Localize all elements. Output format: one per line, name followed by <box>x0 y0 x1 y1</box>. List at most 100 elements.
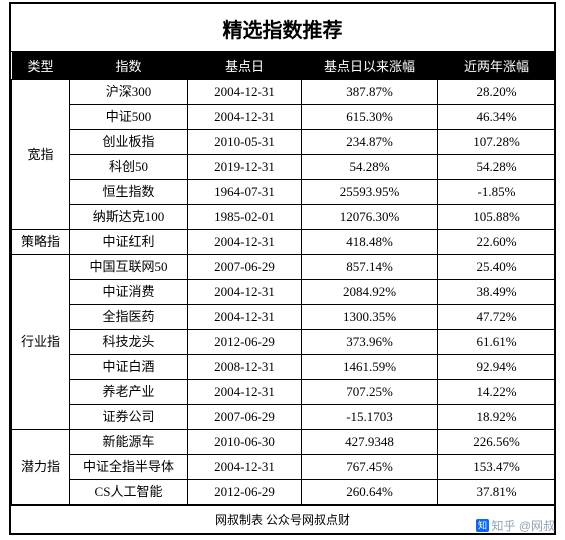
cell-name: 证券公司 <box>70 405 188 430</box>
cell-two: 226.56% <box>438 430 556 455</box>
watermark-user: @网叔 <box>519 519 555 533</box>
cell-name: 中证消费 <box>70 280 188 305</box>
cell-name: 中国互联网50 <box>70 255 188 280</box>
cell-name: 中证白酒 <box>70 355 188 380</box>
cell-since: 707.25% <box>302 380 438 405</box>
cell-two: 54.28% <box>438 155 556 180</box>
table-row: 科技龙头2012-06-29373.96%61.61% <box>12 330 556 355</box>
group-cell: 行业指 <box>12 255 70 430</box>
cell-name: 恒生指数 <box>70 180 188 205</box>
cell-two: 37.81% <box>438 480 556 505</box>
cell-date: 2019-12-31 <box>188 155 302 180</box>
table-footer: 网叔制表 公众号网叔点财 <box>11 505 554 533</box>
cell-date: 2008-12-31 <box>188 355 302 380</box>
watermark-site: 知乎 <box>491 519 515 533</box>
col-type: 类型 <box>12 52 70 80</box>
col-base: 基点日 <box>188 52 302 80</box>
cell-two: 47.72% <box>438 305 556 330</box>
table-row: 中证白酒2008-12-311461.59%92.94% <box>12 355 556 380</box>
cell-since: 1300.35% <box>302 305 438 330</box>
table-row: 中证5002004-12-31615.30%46.34% <box>12 105 556 130</box>
group-cell: 策略指 <box>12 230 70 255</box>
cell-two: 61.61% <box>438 330 556 355</box>
cell-date: 2010-05-31 <box>188 130 302 155</box>
cell-two: 14.22% <box>438 380 556 405</box>
cell-date: 2004-12-31 <box>188 455 302 480</box>
cell-date: 2010-06-30 <box>188 430 302 455</box>
table-row: 恒生指数1964-07-3125593.95%-1.85% <box>12 180 556 205</box>
cell-since: 234.87% <box>302 130 438 155</box>
table-row: 中证消费2004-12-312084.92%38.49% <box>12 280 556 305</box>
cell-two: 28.20% <box>438 80 556 105</box>
table-title: 精选指数推荐 <box>11 4 554 52</box>
index-table: 类型 指数 基点日 基点日以来涨幅 近两年涨幅 宽指沪深3002004-12-3… <box>11 52 556 505</box>
cell-two: 153.47% <box>438 455 556 480</box>
table-header: 类型 指数 基点日 基点日以来涨幅 近两年涨幅 <box>12 52 556 80</box>
table-row: 证券公司2007-06-29-15.170318.92% <box>12 405 556 430</box>
cell-since: -15.1703 <box>302 405 438 430</box>
cell-name: 全指医药 <box>70 305 188 330</box>
cell-name: 创业板指 <box>70 130 188 155</box>
table-row: 科创502019-12-3154.28%54.28% <box>12 155 556 180</box>
table-row: 中证全指半导体2004-12-31767.45%153.47% <box>12 455 556 480</box>
cell-date: 2004-12-31 <box>188 305 302 330</box>
table-row: 创业板指2010-05-31234.87%107.28% <box>12 130 556 155</box>
zhihu-icon: 知 <box>476 519 489 532</box>
cell-date: 1964-07-31 <box>188 180 302 205</box>
table-row: CS人工智能2012-06-29260.64%37.81% <box>12 480 556 505</box>
table-row: 潜力指新能源车2010-06-30427.9348226.56% <box>12 430 556 455</box>
cell-since: 857.14% <box>302 255 438 280</box>
cell-two: 38.49% <box>438 280 556 305</box>
cell-date: 2012-06-29 <box>188 330 302 355</box>
cell-name: 科创50 <box>70 155 188 180</box>
cell-two: 22.60% <box>438 230 556 255</box>
col-two: 近两年涨幅 <box>438 52 556 80</box>
cell-name: 中证500 <box>70 105 188 130</box>
cell-name: 中证全指半导体 <box>70 455 188 480</box>
cell-date: 2007-06-29 <box>188 405 302 430</box>
svg-text:知: 知 <box>478 519 487 530</box>
cell-date: 2004-12-31 <box>188 380 302 405</box>
cell-date: 2004-12-31 <box>188 80 302 105</box>
table-row: 全指医药2004-12-311300.35%47.72% <box>12 305 556 330</box>
index-table-container: 精选指数推荐 类型 指数 基点日 基点日以来涨幅 近两年涨幅 宽指沪深30020… <box>9 2 556 535</box>
cell-two: 92.94% <box>438 355 556 380</box>
cell-since: 25593.95% <box>302 180 438 205</box>
cell-name: CS人工智能 <box>70 480 188 505</box>
table-row: 纳斯达克1001985-02-0112076.30%105.88% <box>12 205 556 230</box>
cell-two: 18.92% <box>438 405 556 430</box>
table-row: 养老产业2004-12-31707.25%14.22% <box>12 380 556 405</box>
cell-name: 纳斯达克100 <box>70 205 188 230</box>
cell-since: 12076.30% <box>302 205 438 230</box>
cell-name: 养老产业 <box>70 380 188 405</box>
table-row: 策略指中证红利2004-12-31418.48%22.60% <box>12 230 556 255</box>
cell-name: 新能源车 <box>70 430 188 455</box>
cell-date: 2007-06-29 <box>188 255 302 280</box>
cell-since: 373.96% <box>302 330 438 355</box>
cell-two: 107.28% <box>438 130 556 155</box>
cell-since: 260.64% <box>302 480 438 505</box>
cell-date: 2004-12-31 <box>188 105 302 130</box>
cell-name: 中证红利 <box>70 230 188 255</box>
cell-two: 105.88% <box>438 205 556 230</box>
cell-date: 2012-06-29 <box>188 480 302 505</box>
cell-name: 沪深300 <box>70 80 188 105</box>
cell-since: 767.45% <box>302 455 438 480</box>
cell-since: 615.30% <box>302 105 438 130</box>
table-row: 行业指中国互联网502007-06-29857.14%25.40% <box>12 255 556 280</box>
table-body: 宽指沪深3002004-12-31387.87%28.20%中证5002004-… <box>12 80 556 505</box>
cell-since: 427.9348 <box>302 430 438 455</box>
col-since: 基点日以来涨幅 <box>302 52 438 80</box>
group-cell: 潜力指 <box>12 430 70 505</box>
cell-two: -1.85% <box>438 180 556 205</box>
table-row: 宽指沪深3002004-12-31387.87%28.20% <box>12 80 556 105</box>
cell-date: 1985-02-01 <box>188 205 302 230</box>
group-cell: 宽指 <box>12 80 70 230</box>
cell-since: 2084.92% <box>302 280 438 305</box>
cell-date: 2004-12-31 <box>188 280 302 305</box>
cell-since: 387.87% <box>302 80 438 105</box>
cell-since: 1461.59% <box>302 355 438 380</box>
cell-since: 54.28% <box>302 155 438 180</box>
watermark: 知知乎 @网叔 <box>476 517 555 534</box>
cell-name: 科技龙头 <box>70 330 188 355</box>
